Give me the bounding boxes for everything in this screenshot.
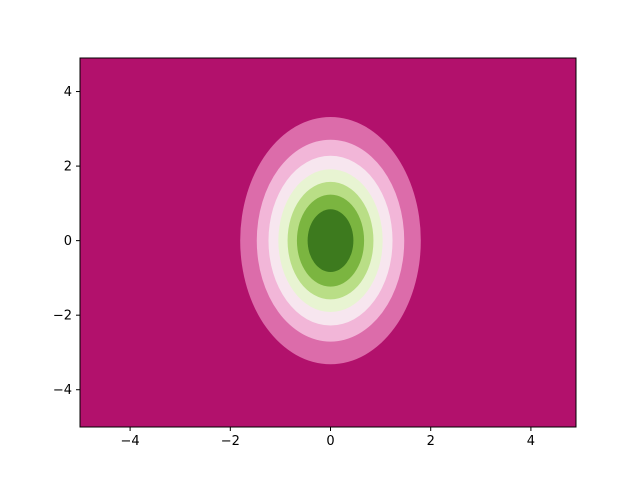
- plot-area: [80, 58, 576, 427]
- x-axis: −4 −2 0 2 4: [121, 427, 535, 449]
- y-tick-label: 2: [64, 160, 72, 175]
- plot-frame: [79, 57, 577, 428]
- x-tick-label: 2: [427, 434, 435, 449]
- x-tick-label: −2: [221, 434, 240, 449]
- x-tick-label: −4: [121, 434, 140, 449]
- x-tick-label: 0: [326, 434, 334, 449]
- y-tick-label: 4: [64, 85, 72, 100]
- y-tick-label: −4: [53, 383, 72, 398]
- y-tick-label: 0: [64, 234, 72, 249]
- contour-band-7: [307, 209, 354, 272]
- y-tick-label: −2: [53, 309, 72, 324]
- x-tick-label: 4: [527, 434, 535, 449]
- y-axis: −4 −2 0 2 4: [53, 85, 80, 398]
